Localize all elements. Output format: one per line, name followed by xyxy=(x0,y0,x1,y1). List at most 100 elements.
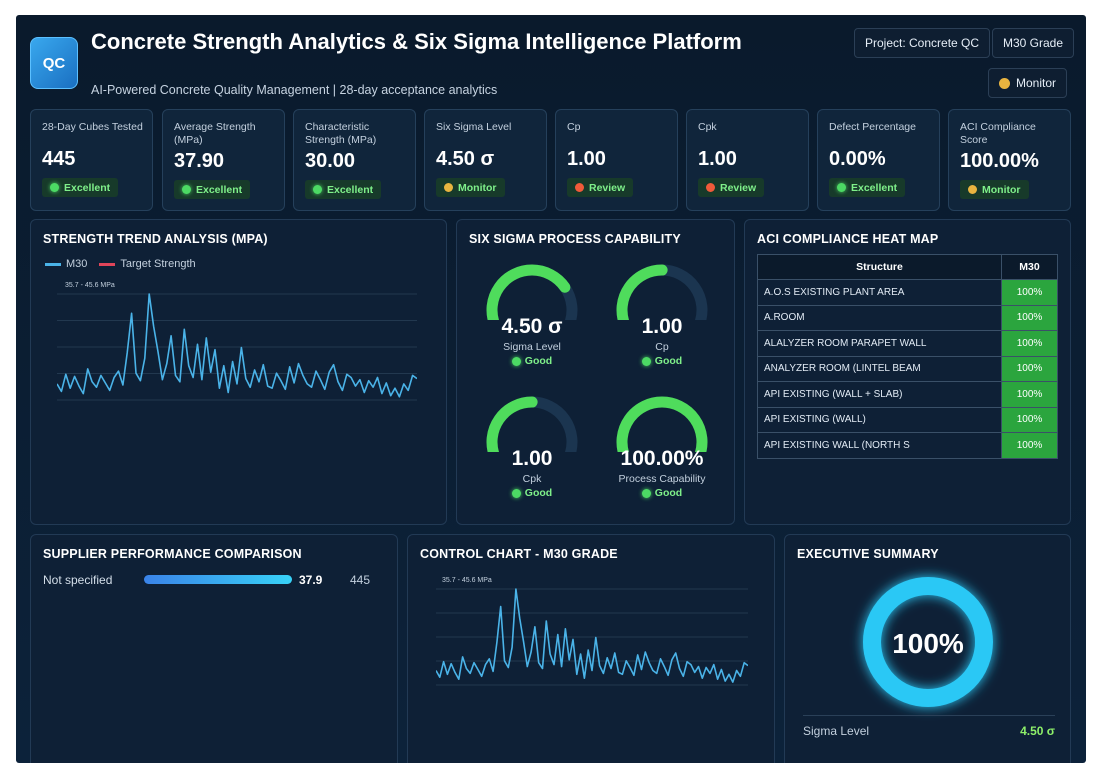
structure-cell: ALALYZER ROOM PARAPET WALL xyxy=(757,330,1002,357)
kpi-status: Excellent xyxy=(64,181,111,194)
gauge-status-label: Good xyxy=(524,355,553,367)
kpi-status: Excellent xyxy=(327,183,374,196)
kpi-label: Cp xyxy=(567,121,581,133)
column-header-structure: Structure xyxy=(757,254,1002,280)
structure-cell: API EXISTING (WALL + SLAB) xyxy=(757,381,1002,408)
control-chart-panel: CONTROL CHART - M30 GRADE 35.7 - 45.6 MP… xyxy=(407,534,775,763)
kpi-card: Defect Percentage 0.00% Excellent xyxy=(817,109,940,211)
kpi-value: 37.90 xyxy=(174,150,225,172)
capability-title: SIX SIGMA PROCESS CAPABILITY xyxy=(469,232,681,246)
kpi-status: Monitor xyxy=(982,183,1021,196)
series-line-m30 xyxy=(57,293,417,398)
project-label: Project: Concrete QC xyxy=(865,36,980,50)
kpi-label: Average Strength (MPa) xyxy=(174,121,256,146)
kpi-card: ACI Compliance Score 100.00% Monitor xyxy=(948,109,1071,211)
kpi-status-badge: Excellent xyxy=(305,180,382,199)
kpi-status: Excellent xyxy=(851,181,898,194)
kpi-label: Characteristic Strength (MPa) xyxy=(305,121,377,146)
gauge-value: 1.00 xyxy=(511,447,553,470)
kpi-status-badge: Monitor xyxy=(436,178,505,197)
supplier-row: Not specified 37.9 445 xyxy=(43,573,383,589)
summary-title: EXECUTIVE SUMMARY xyxy=(797,547,939,561)
project-selector-button[interactable]: Project: Concrete QC xyxy=(854,28,991,58)
kpi-card: Cp 1.00 Review xyxy=(555,109,678,211)
status-dot-icon xyxy=(313,185,322,194)
compliance-cell: 100% xyxy=(1001,406,1058,433)
capability-panel: SIX SIGMA PROCESS CAPABILITY 4.50 σ Sigma… xyxy=(456,219,735,525)
gauge-dial xyxy=(616,264,708,330)
status-dot-icon xyxy=(50,183,59,192)
executive-summary-panel: EXECUTIVE SUMMARY 100% Sigma Level 4.50 … xyxy=(784,534,1071,763)
gauge-value: 1.00 xyxy=(641,315,683,338)
strength-trend-panel: STRENGTH TREND ANALYSIS (MPA) M30 Target… xyxy=(30,219,447,525)
kpi-status-badge: Excellent xyxy=(174,180,251,199)
gauge-status: Good xyxy=(472,355,592,367)
structure-cell: A.O.S EXISTING PLANT AREA xyxy=(757,279,1002,306)
status-dot-icon xyxy=(182,185,191,194)
page-title: Concrete Strength Analytics & Six Sigma … xyxy=(91,29,742,54)
page-subtitle: AI-Powered Concrete Quality Management |… xyxy=(91,83,498,97)
compliance-cell: 100% xyxy=(1001,279,1058,306)
gauge-label: Cp xyxy=(655,341,669,353)
status-dot-icon xyxy=(641,356,651,366)
kpi-status: Excellent xyxy=(196,183,243,196)
gauge-label: Sigma Level xyxy=(503,341,561,353)
compliance-cell: 100% xyxy=(1001,355,1058,382)
kpi-label: Cpk xyxy=(698,121,717,133)
capability-gauge: 1.00 Cp Good xyxy=(602,258,722,367)
table-header-row: Structure M30 xyxy=(757,254,1058,280)
kpi-value: 0.00% xyxy=(829,148,886,170)
status-dot-icon xyxy=(641,488,651,498)
gauge-label: Process Capability xyxy=(618,473,706,485)
dashboard-app: QC Concrete Strength Analytics & Six Sig… xyxy=(16,15,1086,763)
app-logo: QC xyxy=(30,37,78,89)
legend-item-m30: M30 xyxy=(45,258,87,270)
trend-range-label: 35.7 - 45.6 MPa xyxy=(65,282,115,289)
gauge-arc xyxy=(616,396,708,462)
gauge-status: Good xyxy=(602,487,722,499)
series-line-m30 xyxy=(436,588,748,683)
header: QC Concrete Strength Analytics & Six Sig… xyxy=(16,15,1086,105)
summary-row-sigma: Sigma Level 4.50 σ xyxy=(803,715,1055,738)
kpi-value: 100.00% xyxy=(960,150,1039,172)
legend-label: M30 xyxy=(66,258,88,270)
gauge-status-label: Good xyxy=(654,355,683,367)
status-label: Monitor xyxy=(1016,76,1057,90)
status-dot-icon xyxy=(511,488,521,498)
kpi-status-badge: Review xyxy=(698,178,765,197)
gauge-status-label: Good xyxy=(654,487,683,499)
status-monitor-button[interactable]: Monitor xyxy=(988,68,1068,98)
supplier-count: 445 xyxy=(350,573,371,587)
kpi-status: Review xyxy=(589,181,626,194)
kpi-label: 28-Day Cubes Tested xyxy=(42,121,143,133)
kpi-value: 1.00 xyxy=(567,148,606,170)
gauge-status: Good xyxy=(472,487,592,499)
table-row: API EXISTING WALL (NORTH S 100% xyxy=(757,432,1058,459)
table-row: ANALYZER ROOM (LINTEL BEAM 100% xyxy=(757,355,1058,382)
supplier-strength: 37.9 xyxy=(299,573,323,587)
table-row: ALALYZER ROOM PARAPET WALL 100% xyxy=(757,330,1058,357)
kpi-status-badge: Excellent xyxy=(42,178,119,197)
kpi-card: Cpk 1.00 Review xyxy=(686,109,809,211)
legend-swatch-icon xyxy=(99,262,116,266)
structure-cell: A.ROOM xyxy=(757,304,1002,331)
summary-row-label: Sigma Level xyxy=(803,724,870,738)
supplier-name: Not specified xyxy=(43,573,113,587)
kpi-status-badge: Review xyxy=(567,178,634,197)
kpi-label: Defect Percentage xyxy=(829,121,916,133)
summary-donut xyxy=(863,577,993,707)
table-row: API EXISTING (WALL + SLAB) 100% xyxy=(757,381,1058,408)
capability-gauge: 4.50 σ Sigma Level Good xyxy=(472,258,592,367)
gauge-arc xyxy=(486,396,578,462)
grade-selector-button[interactable]: M30 Grade xyxy=(992,28,1075,58)
gauge-status: Good xyxy=(602,355,722,367)
structure-cell: ANALYZER ROOM (LINTEL BEAM xyxy=(757,355,1002,382)
gauge-dial xyxy=(616,396,708,462)
structure-cell: API EXISTING (WALL) xyxy=(757,406,1002,433)
trend-legend: M30 Target Strength xyxy=(45,258,196,270)
kpi-card: Characteristic Strength (MPa) 30.00 Excell… xyxy=(293,109,416,211)
structure-cell: API EXISTING WALL (NORTH S xyxy=(757,432,1002,459)
status-dot-icon xyxy=(706,183,715,192)
gauge-status-label: Good xyxy=(524,487,553,499)
kpi-status-badge: Monitor xyxy=(960,180,1029,199)
